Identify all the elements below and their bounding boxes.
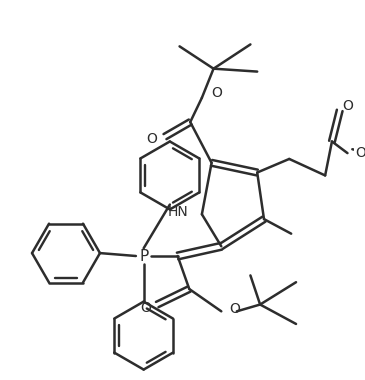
Text: O: O — [141, 301, 151, 315]
Text: O: O — [146, 131, 157, 146]
Text: HN: HN — [168, 205, 188, 219]
Text: P: P — [139, 249, 148, 263]
Text: O: O — [229, 302, 240, 317]
Text: O: O — [212, 86, 222, 100]
Text: O: O — [355, 146, 365, 160]
Text: O: O — [343, 98, 353, 112]
